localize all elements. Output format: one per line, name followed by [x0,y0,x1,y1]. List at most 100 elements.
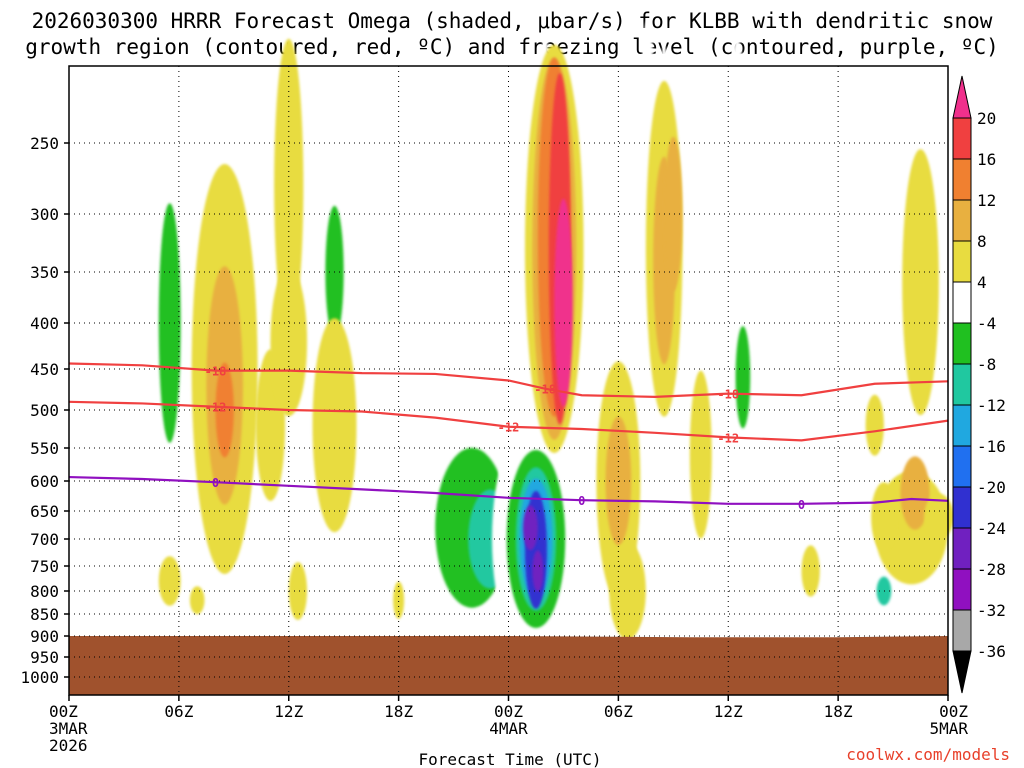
y-tick-label: 600 [30,472,59,491]
colorbar-label: -36 [977,642,1006,661]
colorbar-label: 20 [977,109,996,128]
x-tick-label: 00Z [939,702,968,721]
colorbar-segment [952,281,972,324]
terrain [69,636,948,695]
omega-cell [380,302,417,548]
colorbar-label: -32 [977,601,1006,620]
colorbar-segment [952,445,972,488]
colorbar-label: -4 [977,314,996,333]
contour-label: 0 [212,476,219,490]
colorbar-label: -12 [977,396,1006,415]
colorbar: 20 16 12 8 4 -4 -8 -12 -16 -20 -24 -28 -32 -36 [952,75,1006,694]
chart-title: 2026030300 HRRR Forecast Omega (shaded, … [0,8,1024,60]
contour-label: -18 [205,365,227,379]
credit-text: coolwx.com/models [846,745,1010,764]
x-tick-label: 2026 [49,736,88,755]
omega-cell [801,545,820,597]
omega-cell [664,136,683,292]
colorbar-label: 16 [977,150,996,169]
x-tick-label: 12Z [714,702,743,721]
x-tick-label: 06Z [604,702,633,721]
omega-cell [730,38,745,187]
contour-label: -18 [534,383,556,397]
colorbar-label: -8 [977,355,996,374]
colorbar-segment [952,158,972,201]
omega-cell [554,198,573,407]
colorbar-label: -28 [977,560,1006,579]
x-tick-label: 5MAR [929,719,968,738]
y-tick-label: 1000 [20,668,59,687]
omega-cell [871,482,897,551]
colorbar-label: 8 [977,232,987,251]
x-tick-label: 3MAR [49,719,88,738]
omega-cell [865,394,884,456]
colorbar-top-arrow [952,75,972,119]
omega-cell [76,294,117,493]
colorbar-segment [952,568,972,611]
y-tick-label: 550 [30,439,59,458]
x-tick-label: 18Z [384,702,413,721]
omega-cell [189,586,205,615]
contour-label: -18 [717,388,739,402]
y-tick-label: 450 [30,360,59,379]
contour-label: -12 [205,401,227,415]
colorbar-segment [952,527,972,570]
title-line-1: 2026030300 HRRR Forecast Omega (shaded, … [31,9,993,33]
y-tick-label: 350 [30,263,59,282]
contour-line [68,362,949,398]
omega-cell [665,482,681,540]
omega-cell [719,285,756,565]
x-tick-label: 06Z [164,702,193,721]
title-line-2: growth region (contoured, red, ºC) and f… [25,35,999,59]
colorbar-label: 12 [977,191,996,210]
omega-shading [76,20,954,665]
x-tick-label: 12Z [274,702,303,721]
omega-cell [274,38,304,333]
colorbar-label: -16 [977,437,1006,456]
colorbar-segment [952,363,972,406]
y-tick-label: 250 [30,134,59,153]
colorbar-segment [952,486,972,529]
omega-cell [158,556,181,606]
omega-cell [532,550,544,592]
omega-cell [523,505,538,551]
omega-cell [393,581,405,619]
x-axis-title: Forecast Time (UTC) [418,750,601,768]
y-tick-label: 950 [30,648,59,667]
colorbar-segment [952,199,972,242]
y-tick-label: 650 [30,502,59,521]
y-tick-label: 500 [30,401,59,420]
y-tick-label: 300 [30,205,59,224]
omega-cell [902,149,939,416]
omega-cell [735,326,751,429]
omega-cell [689,370,712,539]
colorbar-segment [952,322,972,365]
colorbar-segment [952,240,972,283]
y-axis: 250 300 350 400 450 500 550 600 650 700 750 800 850 9… [20,134,69,687]
terrain-fill [69,636,948,695]
contour-label: 0 [578,494,585,508]
omega-cell [900,456,930,530]
y-tick-label: 850 [30,605,59,624]
colorbar-label: 4 [977,273,987,292]
colorbar-segment [952,117,972,160]
y-tick-label: 750 [30,557,59,576]
omega-cell [924,493,954,540]
y-tick-label: 700 [30,530,59,549]
colorbar-label: -20 [977,478,1006,497]
contour-label: -12 [717,431,739,445]
x-tick-label: 18Z [824,702,853,721]
contour-label: 0 [798,498,805,512]
colorbar-segment [952,609,972,652]
omega-cell [312,318,357,533]
contour-label: -12 [498,421,520,435]
omega-cell [288,562,308,620]
y-tick-label: 400 [30,314,59,333]
contour-line [68,400,949,442]
y-tick-label: 900 [30,627,59,646]
colorbar-bottom-arrow [952,650,972,694]
omega-cell [838,225,857,513]
x-tick-label: 00Z [49,702,78,721]
